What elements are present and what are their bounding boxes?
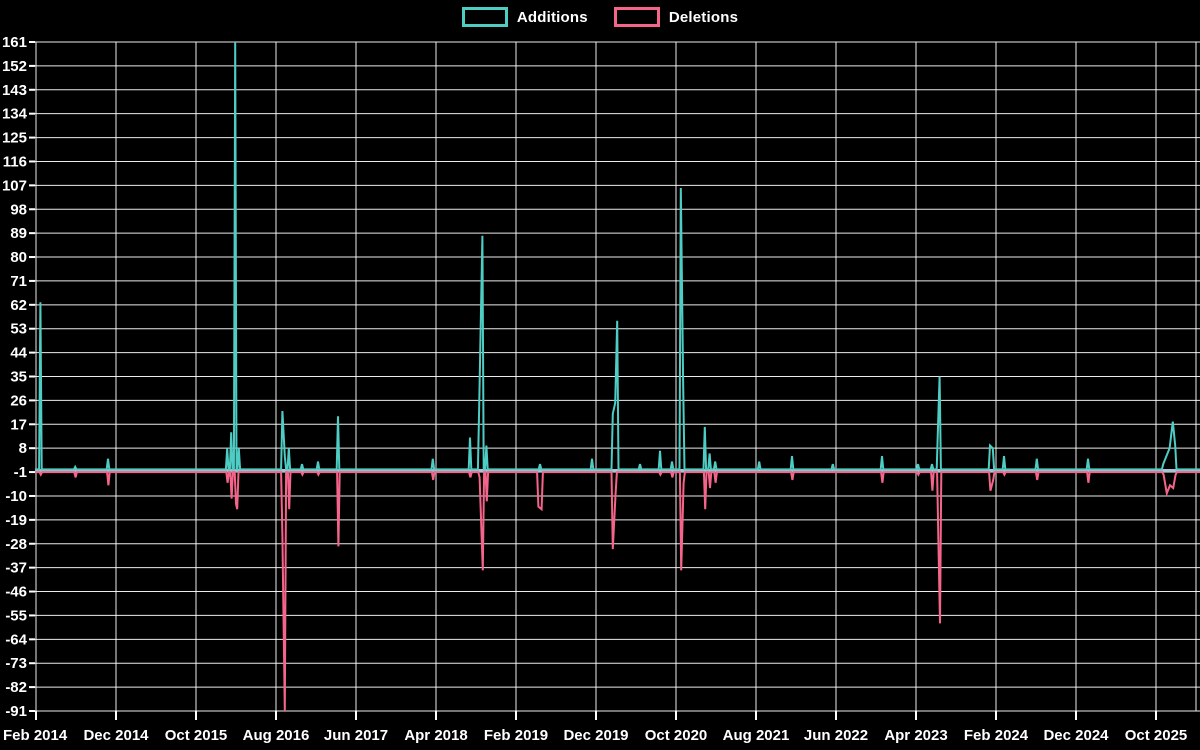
additions-line (35, 41, 1200, 471)
x-tick-label: Jun 2022 (804, 727, 868, 744)
y-tick-label: 26 (10, 392, 27, 409)
legend-item-deletions[interactable]: Deletions (613, 7, 739, 27)
deletions-line (35, 471, 1200, 712)
y-tick-label: 116 (3, 153, 27, 170)
y-tick-label: 134 (2, 106, 28, 123)
y-tick-label: 98 (10, 201, 27, 218)
y-tick-label: 161 (2, 34, 27, 51)
y-tick-label: -55 (5, 607, 27, 624)
x-tick-label: Feb 2019 (484, 727, 548, 744)
y-tick-label: -10 (5, 488, 27, 505)
y-tick-label: -46 (5, 584, 27, 601)
y-tick-label: -37 (5, 560, 27, 577)
x-tick-label: Dec 2024 (1043, 727, 1109, 744)
y-tick-label: -91 (5, 703, 27, 720)
y-tick-label: 80 (10, 249, 27, 266)
x-tick-label: Feb 2014 (3, 727, 68, 744)
x-tick-label: Jun 2017 (324, 727, 388, 744)
x-tick-label: Aug 2016 (243, 727, 310, 744)
x-tick-label: Oct 2015 (165, 727, 228, 744)
y-tick-label: 35 (10, 369, 27, 386)
legend-label-deletions: Deletions (668, 8, 739, 26)
y-tick-label: 89 (10, 225, 27, 242)
y-tick-label: 143 (2, 82, 27, 99)
y-tick-label: -64 (5, 631, 27, 648)
x-tick-label: Oct 2025 (1125, 727, 1188, 744)
y-tick-label: 152 (2, 58, 27, 75)
chart-legend: Additions Deletions (0, 7, 1200, 27)
y-tick-label: -28 (5, 536, 27, 553)
y-tick-label: 125 (2, 130, 27, 147)
y-tick-label: -82 (5, 679, 27, 696)
y-tick-label: 8 (19, 440, 27, 457)
legend-label-additions: Additions (516, 8, 588, 26)
x-tick-label: Dec 2014 (83, 727, 149, 744)
additions-swatch-icon (461, 7, 508, 27)
x-tick-label: Feb 2024 (964, 727, 1029, 744)
x-tick-label: Oct 2020 (645, 727, 708, 744)
y-tick-label: 62 (10, 297, 27, 314)
y-tick-label: -1 (14, 464, 27, 481)
y-tick-label: 53 (10, 321, 27, 338)
x-tick-label: Apr 2018 (404, 727, 467, 744)
y-tick-label: -19 (5, 512, 27, 529)
y-tick-label: 17 (10, 416, 27, 433)
x-tick-label: Dec 2019 (563, 727, 628, 744)
x-tick-label: Aug 2021 (723, 727, 790, 744)
legend-item-additions[interactable]: Additions (461, 7, 588, 27)
y-tick-label: 107 (2, 177, 27, 194)
y-tick-label: 44 (10, 345, 27, 362)
x-tick-label: Apr 2023 (884, 727, 947, 744)
deletions-swatch-icon (613, 7, 660, 27)
y-tick-label: 71 (10, 273, 27, 290)
y-tick-label: -73 (5, 655, 27, 672)
